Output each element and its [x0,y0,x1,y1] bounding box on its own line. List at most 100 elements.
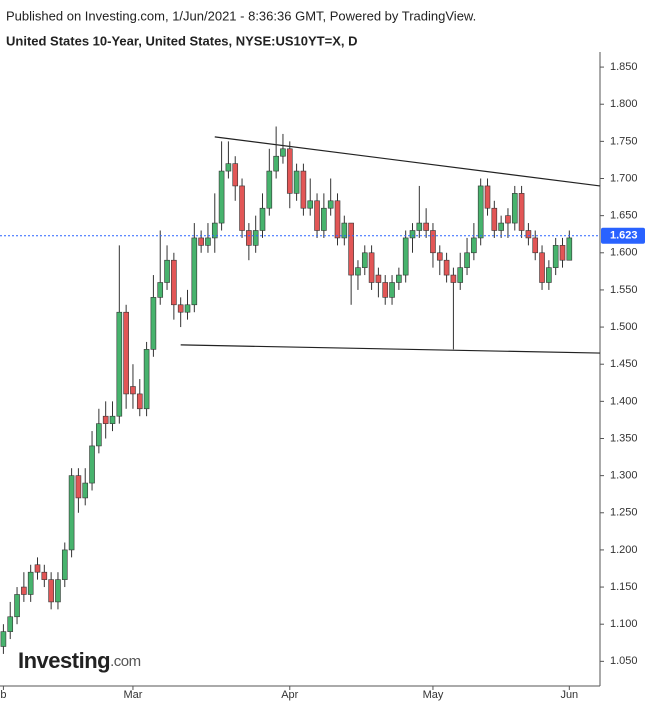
candle-body [566,237,573,261]
chart-title: United States 10-Year, United States, NY… [6,33,357,48]
candle-body [109,415,116,424]
y-tick-label: 1.800 [610,98,638,110]
candle-body [7,616,14,632]
candle-body [525,230,532,239]
candle-body [123,311,129,395]
x-tick-label: Jun [560,689,578,701]
y-tick-label: 1.050 [610,655,638,667]
logo: Investing.com [18,648,141,673]
candle-body [280,148,286,157]
candle-body [341,222,348,239]
candle-body [218,170,225,224]
candle-body [300,170,307,209]
candle-body [143,349,150,410]
candle-body [307,200,314,209]
candle-body [259,207,266,231]
candle-body [48,579,54,603]
candle-body [239,185,245,231]
candle-body [334,200,341,239]
candle-body [314,200,320,231]
candle-body [348,222,354,276]
candle-body [409,230,416,239]
candle-body [82,482,89,499]
y-tick-label: 1.650 [610,210,638,222]
logo-suffix: .com [110,653,141,670]
candle-body [286,148,293,194]
candle-body [416,222,423,231]
candle-body [273,155,279,172]
candle-body [511,193,518,224]
candle-body [327,200,334,209]
candle-body [443,259,450,276]
trend-line [214,136,601,187]
y-tick-label: 1.300 [610,470,638,482]
candle-body [484,185,491,209]
last-price-label: 1.623 [610,230,638,242]
candle-body [198,237,204,246]
candle-body [402,237,409,276]
candle-body [477,185,484,239]
candle-body [368,252,375,283]
candle-body [457,267,464,283]
candle-body [34,564,41,573]
candle-body [355,267,361,276]
candle-body [505,215,511,224]
candle-body [164,259,170,283]
candle-body [55,579,61,603]
y-tick-label: 1.100 [610,618,638,630]
candle-body [396,274,402,283]
candle-body [532,237,539,254]
candle-body [382,282,389,298]
candle-body [130,386,136,395]
candle-body [552,245,559,268]
x-tick-label: Apr [281,689,298,701]
candle-body [61,549,68,580]
candle-body [559,245,566,261]
last-price-box [601,227,645,244]
candle-body [27,571,34,595]
y-tick-label: 1.550 [610,284,638,296]
candle-body [14,594,20,618]
candle-body [184,304,191,313]
candle-body [375,274,382,283]
candle-body [464,252,470,268]
candle-body [171,259,177,306]
y-tick-label: 1.450 [610,358,638,370]
candle-body [361,252,368,268]
logo-name: Investing [18,648,110,673]
candle-body [68,475,75,551]
y-tick-label: 1.200 [610,544,638,556]
candle-body [423,222,429,231]
y-tick-label: 1.350 [610,432,638,444]
candle-body [266,170,273,209]
candle-body [157,282,164,298]
candle-body [430,230,436,254]
candle-body [116,311,123,417]
candle-body [321,207,327,231]
y-tick-label: 1.150 [610,581,638,593]
y-tick-label: 1.400 [610,395,638,407]
candle-body [246,230,252,246]
candle-body [450,274,457,283]
x-tick-label: May [423,689,444,701]
candle-body [75,475,82,499]
candle-body [136,393,143,410]
candle-body [293,170,300,194]
y-tick-label: 1.500 [610,321,638,333]
candle-body [498,222,504,231]
candle-body [436,252,443,261]
candle-body [546,267,552,283]
candle-body [471,237,477,254]
candle-body [518,193,525,231]
candle-body [102,415,109,424]
y-tick-label: 1.600 [610,247,638,259]
candle-body [252,230,259,246]
candle-body [225,163,232,172]
y-tick-label: 1.850 [610,61,638,73]
publisher-note: Published on Investing.com, 1/Jun/2021 -… [6,8,476,23]
candle-body [96,423,102,447]
candle-body [389,282,395,298]
x-tick-label: b [0,689,6,701]
y-tick-label: 1.700 [610,172,638,184]
